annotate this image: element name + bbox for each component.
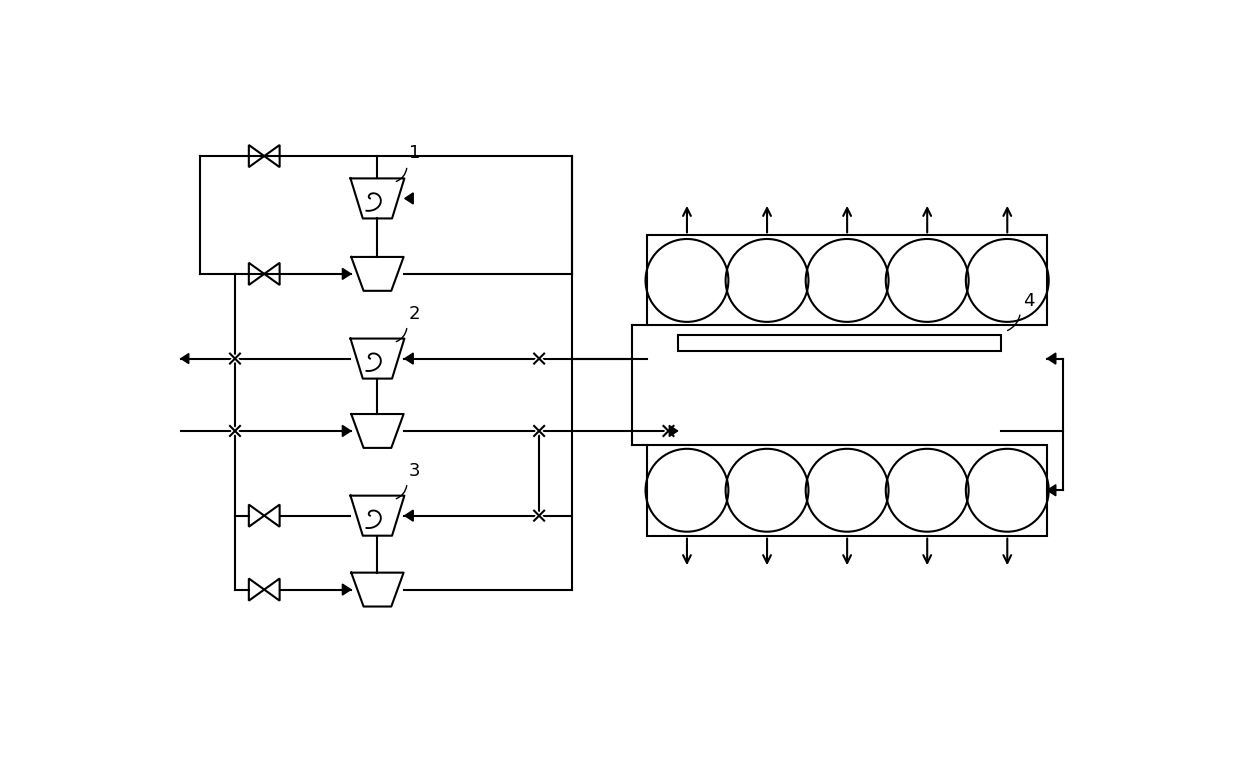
Polygon shape xyxy=(342,425,351,436)
Text: 3: 3 xyxy=(409,462,420,480)
Polygon shape xyxy=(1047,485,1056,496)
Polygon shape xyxy=(1047,353,1056,364)
Polygon shape xyxy=(405,193,414,204)
Polygon shape xyxy=(181,353,188,363)
Polygon shape xyxy=(405,353,414,364)
Bar xyxy=(647,235,1047,326)
Polygon shape xyxy=(342,584,351,595)
Bar xyxy=(647,445,1047,536)
Text: 1: 1 xyxy=(409,144,420,162)
Polygon shape xyxy=(669,425,678,436)
Text: 4: 4 xyxy=(1022,292,1035,310)
Bar xyxy=(678,336,1001,351)
Polygon shape xyxy=(342,268,351,280)
Text: 2: 2 xyxy=(409,305,420,323)
Polygon shape xyxy=(405,510,414,521)
